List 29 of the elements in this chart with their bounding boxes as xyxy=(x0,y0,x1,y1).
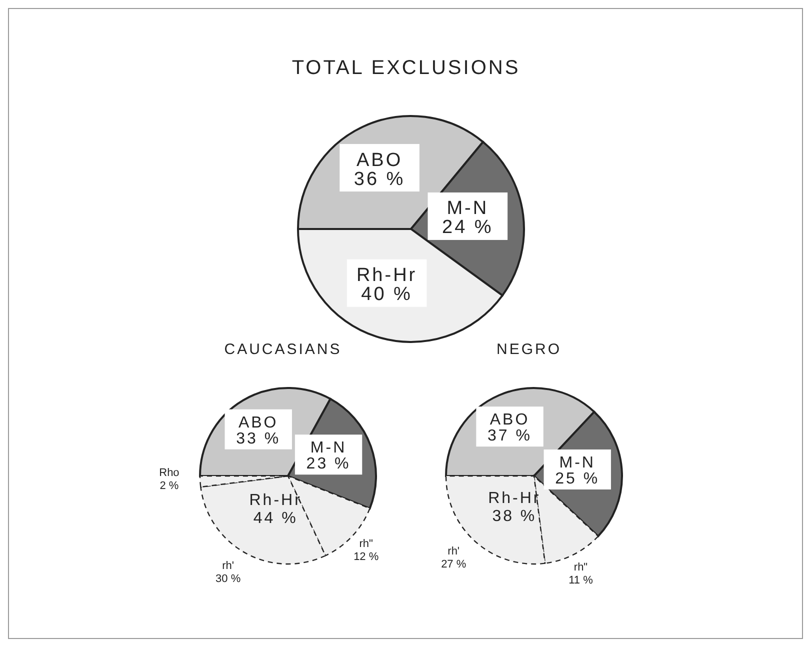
slice-label: rh" xyxy=(574,562,588,574)
slice-label: ABO xyxy=(490,412,530,429)
slice-label: rh" xyxy=(359,538,374,550)
data-label: 37 % xyxy=(488,428,532,445)
chart-title: CAUCASIANS xyxy=(223,341,343,360)
data-label: 33 % xyxy=(236,430,281,448)
text: Rh-Hr 44 % xyxy=(248,492,303,528)
data-label: 2 % xyxy=(160,480,179,492)
data-label: 23 % xyxy=(306,456,351,473)
slice-label: rh' xyxy=(448,546,460,558)
data-label: 24 % xyxy=(442,217,494,238)
slice-label: M-N xyxy=(446,198,489,220)
slice-label: M-N xyxy=(310,440,347,457)
slice-label: Rho xyxy=(159,467,180,480)
slice-label: ABO xyxy=(238,414,278,432)
data-label: 25 % xyxy=(555,470,600,488)
data-label: 36 % xyxy=(354,168,406,190)
chart-title: NEGRO xyxy=(495,341,562,360)
data-label: 30 % xyxy=(216,572,241,585)
slice-label: M-N xyxy=(559,454,596,472)
data-label: 12 % xyxy=(354,551,379,564)
slice-label: ABO xyxy=(356,150,403,171)
slice-label: rh' xyxy=(222,560,234,572)
data-label: 27 % xyxy=(441,558,466,571)
data-label: 40 % xyxy=(361,284,412,306)
slice-label: Rh-Hr xyxy=(356,265,418,286)
data-label: 11 % xyxy=(568,574,594,587)
chart-title: TOTAL EXCLUSIONS xyxy=(290,57,522,81)
text: Rh-Hr 38 % xyxy=(487,490,542,526)
